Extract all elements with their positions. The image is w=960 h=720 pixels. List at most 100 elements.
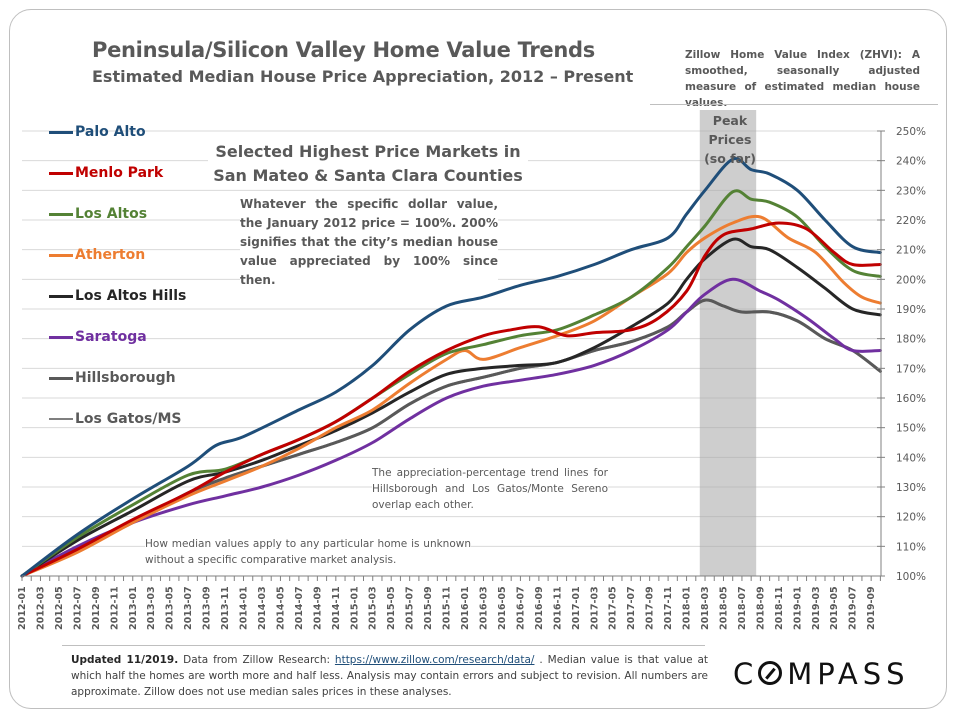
x-tick-label: 2014-07 bbox=[294, 586, 305, 630]
footer-divider bbox=[62, 645, 705, 646]
source-prefix: Data from Zillow Research: bbox=[178, 654, 335, 666]
overlap-note: The appreciation-percentage trend lines … bbox=[372, 465, 608, 513]
x-tick-label: 2019-01 bbox=[792, 586, 803, 630]
x-tick-label: 2017-09 bbox=[645, 586, 656, 630]
x-tick-label: 2014-03 bbox=[257, 586, 268, 630]
legend-swatch-icon bbox=[49, 171, 73, 175]
x-tick-label: 2012-05 bbox=[54, 586, 65, 630]
series-line-palo-alto bbox=[20, 157, 882, 578]
median-note: How median values apply to any particula… bbox=[145, 536, 471, 568]
peak-prices-label: Peak Prices (so far) bbox=[690, 111, 770, 168]
x-tick-label: 2012-09 bbox=[91, 586, 102, 630]
x-tick-label: 2018-05 bbox=[719, 586, 730, 630]
x-tick-label: 2016-05 bbox=[497, 586, 508, 630]
y-tick-label: 100% bbox=[896, 571, 926, 583]
legend-label: Los Altos Hills bbox=[75, 288, 187, 304]
y-tick-label: 140% bbox=[896, 452, 926, 464]
legend-swatch-icon bbox=[49, 418, 73, 420]
x-tick-label: 2014-05 bbox=[275, 586, 286, 630]
x-tick-label: 2015-01 bbox=[349, 586, 360, 630]
peak-shade bbox=[699, 110, 757, 576]
legend-item: Palo Alto bbox=[49, 124, 146, 140]
x-tick-label: 2018-09 bbox=[755, 586, 766, 630]
x-tick-label: 2019-05 bbox=[829, 586, 840, 630]
x-tick-label: 2015-07 bbox=[405, 586, 416, 630]
legend-label: Los Altos bbox=[75, 206, 148, 222]
x-tick-label: 2015-03 bbox=[368, 586, 379, 630]
y-tick-label: 230% bbox=[896, 185, 926, 197]
legend-label: Atherton bbox=[75, 247, 146, 263]
x-tick-label: 2013-11 bbox=[220, 586, 231, 630]
x-tick-label: 2018-01 bbox=[682, 586, 693, 630]
x-tick-label: 2014-01 bbox=[239, 586, 250, 630]
legend-swatch-icon bbox=[49, 376, 73, 380]
top-divider bbox=[650, 104, 938, 105]
y-tick-label: 240% bbox=[896, 156, 926, 168]
y-tick-label: 180% bbox=[896, 334, 926, 346]
x-tick-label: 2015-11 bbox=[442, 586, 453, 630]
peak-region bbox=[699, 110, 757, 576]
x-tick-label: 2019-07 bbox=[848, 586, 859, 630]
y-tick-label: 160% bbox=[896, 393, 926, 405]
x-tick-label: 2016-11 bbox=[552, 586, 563, 630]
x-tick-label: 2013-03 bbox=[146, 586, 157, 630]
y-tick-label: 190% bbox=[896, 304, 926, 316]
x-tick-label: 2013-05 bbox=[165, 586, 176, 630]
legend-item: Los Gatos/MS bbox=[49, 411, 181, 427]
x-tick-label: 2014-11 bbox=[331, 586, 342, 630]
y-tick-label: 220% bbox=[896, 215, 926, 227]
x-tick-label: 2017-05 bbox=[608, 586, 619, 630]
x-tick-label: 2018-03 bbox=[700, 586, 711, 630]
y-tick-label: 150% bbox=[896, 423, 926, 435]
y-tick-label: 200% bbox=[896, 274, 926, 286]
legend-swatch-icon bbox=[49, 212, 73, 216]
x-tick-label: 2019-09 bbox=[866, 586, 877, 630]
x-tick-label: 2019-03 bbox=[811, 586, 822, 630]
legend-item: Los Altos bbox=[49, 206, 147, 222]
legend-item: Hillsborough bbox=[49, 370, 176, 386]
legend-item: Menlo Park bbox=[49, 165, 163, 181]
y-tick-labels: 100% 110% 120% 130% 140% 150% 160% 170% 180% 190%… bbox=[896, 126, 926, 583]
x-tick-label: 2018-11 bbox=[774, 586, 785, 630]
x-tick-label: 2016-01 bbox=[460, 586, 471, 630]
x-tick-label: 2012-01 bbox=[17, 586, 28, 630]
legend-swatch-icon bbox=[49, 294, 73, 298]
x-tick-label: 2013-07 bbox=[183, 586, 194, 630]
x-tick-label: 2016-03 bbox=[479, 586, 490, 630]
x-tick-label: 2012-03 bbox=[36, 586, 47, 630]
legend-swatch-icon bbox=[49, 130, 73, 134]
y-tick-label: 110% bbox=[896, 541, 926, 553]
y-tick-label: 130% bbox=[896, 482, 926, 494]
page-title: Peninsula/Silicon Valley Home Value Tren… bbox=[92, 38, 595, 62]
x-tick-label: 2016-07 bbox=[515, 586, 526, 630]
x-tick-label: 2012-07 bbox=[72, 586, 83, 630]
x-tick-label: 2013-01 bbox=[128, 586, 139, 630]
x-tick-label: 2014-09 bbox=[312, 586, 323, 630]
series-line-atherton bbox=[20, 214, 882, 578]
chart-frame bbox=[9, 9, 947, 709]
y-tick-label: 210% bbox=[896, 245, 926, 257]
legend-label: Los Gatos/MS bbox=[75, 411, 182, 427]
x-tick-label: 2018-07 bbox=[737, 586, 748, 630]
series-lines bbox=[20, 157, 882, 578]
y-tick-label: 170% bbox=[896, 363, 926, 375]
legend-label: Menlo Park bbox=[75, 165, 164, 181]
legend-item: Atherton bbox=[49, 247, 145, 263]
compass-logo: C MPASS bbox=[733, 657, 910, 691]
footer-text: Updated 11/2019. Data from Zillow Resear… bbox=[71, 652, 708, 700]
legend-item: Saratoga bbox=[49, 329, 147, 345]
x-tick-label: 2012-11 bbox=[109, 586, 120, 630]
zillow-link[interactable]: https://www.zillow.com/research/data/ bbox=[334, 654, 535, 666]
x-tick-label: 2017-11 bbox=[663, 586, 674, 630]
axes bbox=[21, 130, 885, 581]
peak-label-line1: Peak Prices bbox=[708, 113, 752, 147]
series-line-saratoga bbox=[20, 277, 882, 578]
page-subtitle: Estimated Median House Price Appreciatio… bbox=[92, 67, 634, 86]
legend-label: Saratoga bbox=[75, 329, 147, 345]
legend-label: Hillsborough bbox=[75, 370, 176, 386]
series-line-menlo-park bbox=[20, 221, 882, 578]
zhvi-note: Zillow Home Value Index (ZHVI): A smooth… bbox=[685, 49, 920, 109]
markets-heading: Selected Highest Price Markets in San Ma… bbox=[208, 140, 528, 188]
x-tick-label: 2017-01 bbox=[571, 586, 582, 630]
legend-swatch-icon bbox=[49, 253, 73, 257]
